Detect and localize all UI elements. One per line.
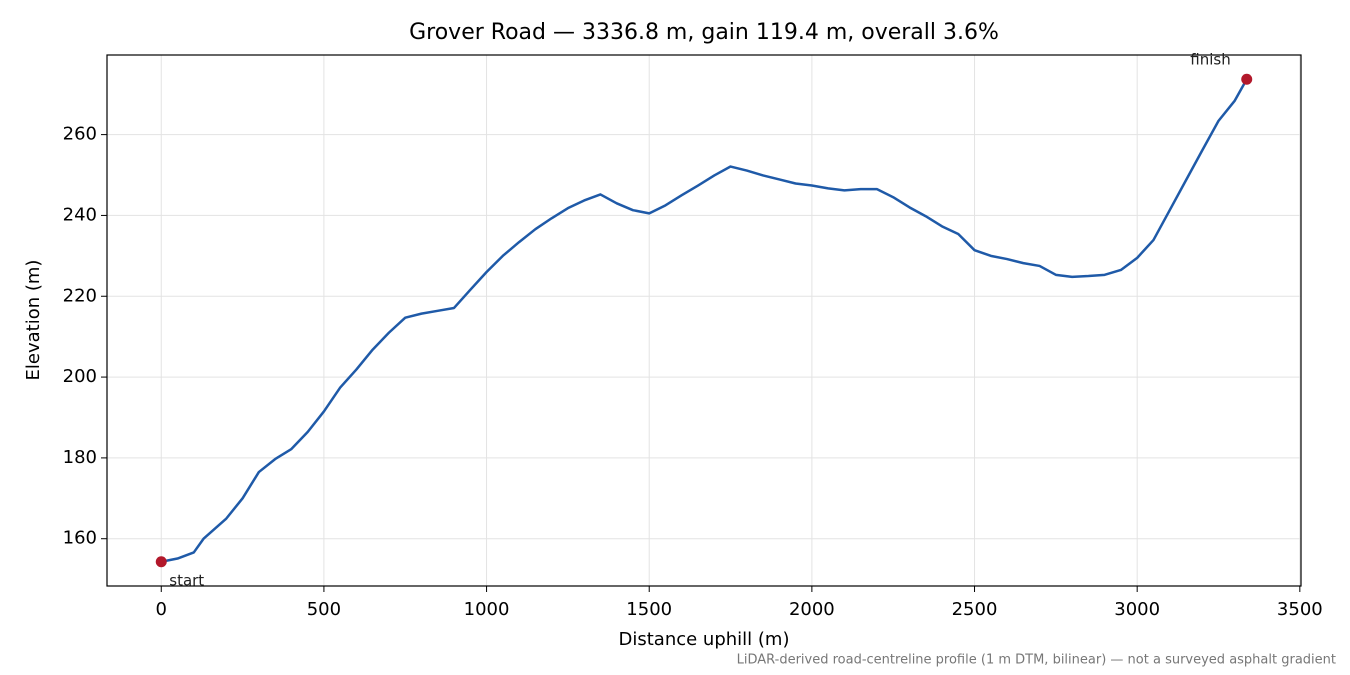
x-tick-label: 0 bbox=[156, 599, 167, 620]
x-tick-label: 1000 bbox=[464, 599, 510, 620]
endpoint-marker bbox=[155, 556, 167, 568]
annotation: finish bbox=[1190, 51, 1230, 69]
x-tick-label: 3000 bbox=[1114, 599, 1160, 620]
x-tick-label: 500 bbox=[307, 599, 341, 620]
y-axis-label: Elevation (m) bbox=[23, 260, 44, 381]
x-tick-label: 1500 bbox=[626, 599, 672, 620]
y-tick-label: 220 bbox=[63, 285, 97, 306]
y-tick-label: 200 bbox=[63, 366, 97, 387]
annotation: start bbox=[169, 571, 204, 589]
x-axis-label: Distance uphill (m) bbox=[619, 629, 790, 650]
y-tick-label: 240 bbox=[63, 204, 97, 225]
elevation-line bbox=[161, 78, 1248, 563]
chart-title: Grover Road — 3336.8 m, gain 119.4 m, ov… bbox=[409, 20, 999, 45]
y-tick-label: 160 bbox=[63, 528, 97, 549]
y-tick-label: 260 bbox=[63, 124, 97, 145]
footnote: LiDAR-derived road-centreline profile (1… bbox=[737, 653, 1336, 668]
x-tick-label: 2500 bbox=[952, 599, 998, 620]
y-tick-label: 180 bbox=[63, 447, 97, 468]
plot-frame bbox=[106, 54, 1302, 587]
endpoint-marker bbox=[1241, 73, 1253, 85]
x-tick-label: 2000 bbox=[789, 599, 835, 620]
x-tick-label: 3500 bbox=[1277, 599, 1323, 620]
